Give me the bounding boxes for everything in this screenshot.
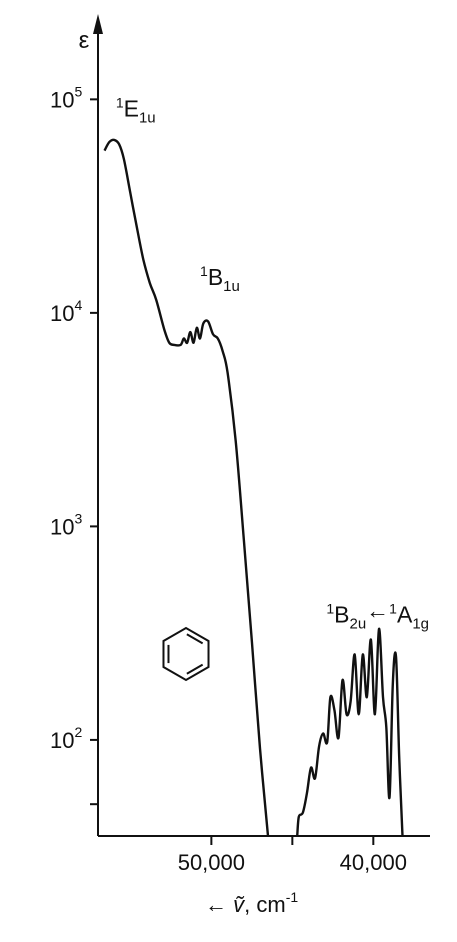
y-tick-label: 105: [50, 83, 82, 112]
svg-text:← ṽ, cm-1: ← ṽ, cm-1: [205, 889, 298, 917]
band-annotations: 1E1u 1B1u 1B2u←1A1g: [116, 94, 429, 632]
x-axis-label: ← ṽ, cm-1: [205, 889, 298, 917]
x-tick-label: 50,000: [178, 850, 245, 875]
x-ticks: 50,000 40,000: [178, 836, 407, 875]
spectrum-line-segment: [296, 627, 404, 837]
band-label-e1u: 1E1u: [116, 94, 156, 126]
y-tick-label: 103: [50, 510, 82, 539]
y-ticks: 105 104 103 102: [50, 83, 98, 806]
y-tick-label: 102: [50, 724, 82, 753]
x-axis: 50,000 40,000 ← ṽ, cm-1: [98, 835, 430, 917]
x-tick-label: 40,000: [340, 850, 407, 875]
y-axis-arrow: [93, 14, 103, 34]
y-axis: ε 105 104 103 102: [50, 14, 103, 836]
y-axis-label: ε: [79, 27, 90, 54]
spectrum-line-segment: [103, 138, 270, 837]
y-tick-label: 104: [50, 297, 82, 326]
band-label-b1u: 1B1u: [200, 263, 240, 295]
benzene-structure-icon: [162, 626, 210, 682]
band-label-b2u: 1B2u←1A1g: [326, 597, 429, 632]
spectrum-series: [103, 138, 404, 837]
